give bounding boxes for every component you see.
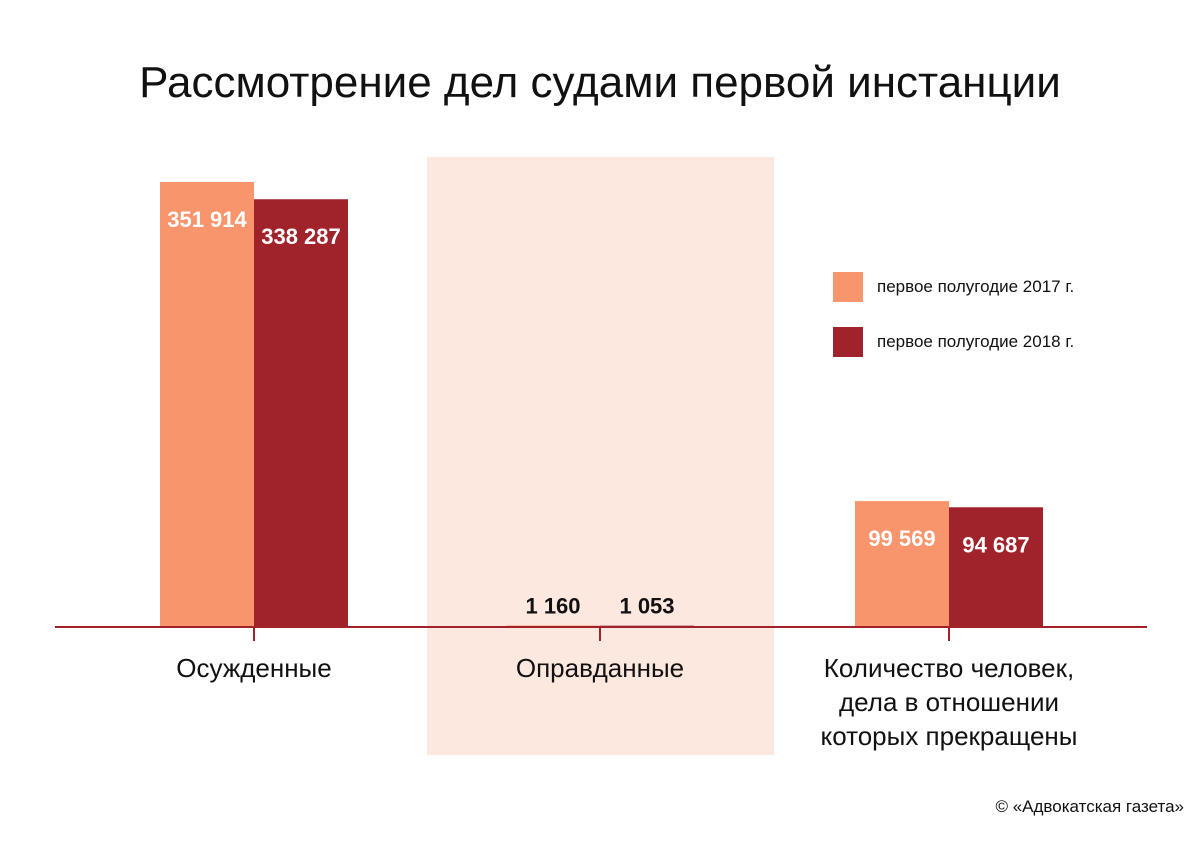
highlight-band	[427, 157, 774, 755]
data-label: 1 160	[525, 594, 580, 619]
legend-label-2018: первое полугодие 2018 г.	[877, 332, 1075, 351]
data-label: 99 569	[868, 526, 935, 551]
legend-item-2017: первое полугодие 2017 г.	[833, 272, 1074, 302]
bar	[160, 182, 254, 627]
data-label: 94 687	[962, 532, 1029, 557]
category-label: Оправданные	[515, 653, 685, 683]
credit-text: © «Адвокатская газета»	[995, 797, 1184, 816]
category-label: Осужденные	[176, 653, 332, 683]
legend-label-2017: первое полугодие 2017 г.	[877, 277, 1075, 296]
bar	[254, 199, 348, 628]
data-label: 338 287	[261, 224, 341, 249]
legend-swatch-2018	[833, 327, 863, 357]
data-label: 351 914	[167, 207, 247, 232]
legend-item-2018: первое полугодие 2018 г.	[833, 327, 1074, 357]
category-label: Количество человек, дела в отношении котор…	[820, 653, 1078, 751]
bar	[949, 507, 1043, 627]
legend-swatch-2017	[833, 272, 863, 302]
bar	[855, 501, 949, 627]
chart-title: Рассмотрение дел судами первой инстанции	[139, 58, 1061, 107]
data-label: 1 053	[619, 594, 674, 619]
